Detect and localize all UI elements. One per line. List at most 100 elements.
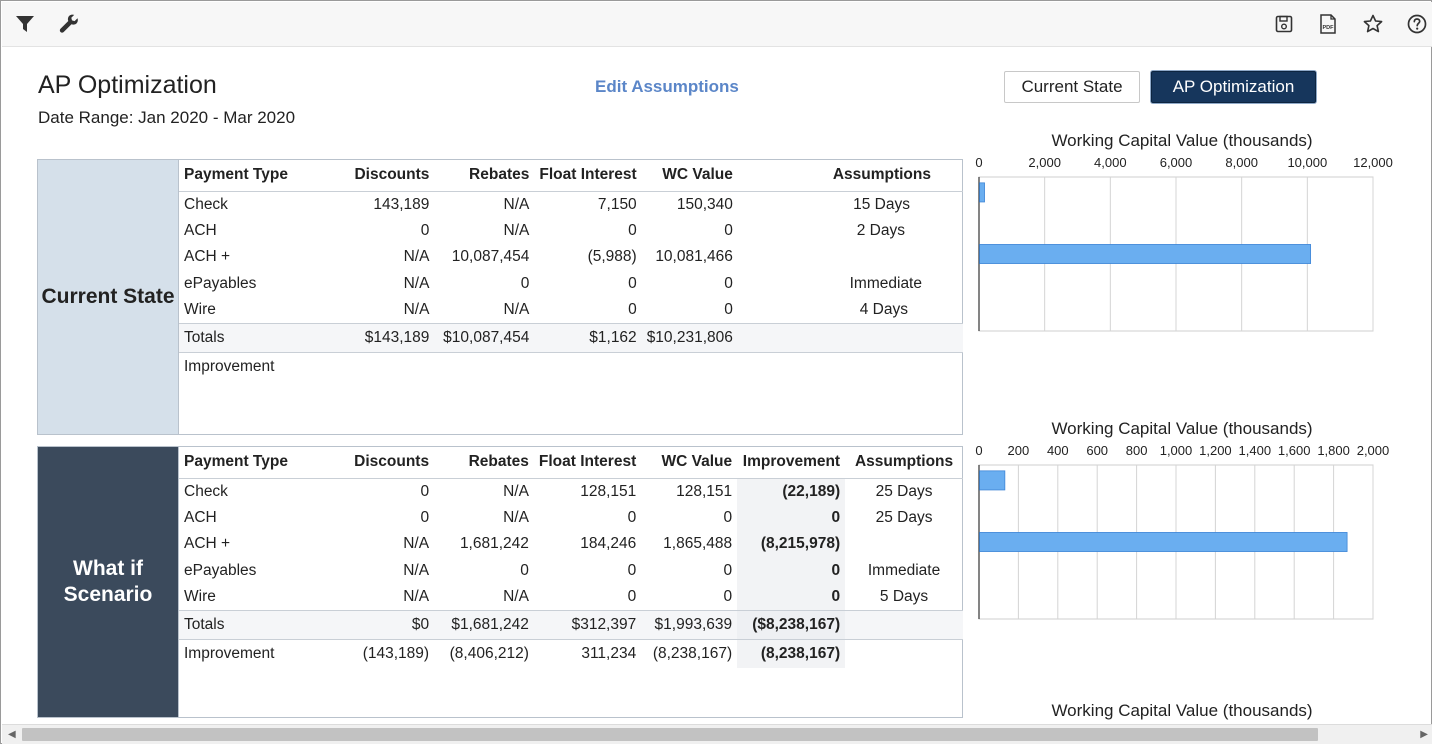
tick-label: 0: [975, 155, 982, 170]
column-header[interactable]: Payment Type: [179, 160, 309, 192]
payment-type-link[interactable]: ACH +: [184, 248, 231, 266]
wc-value-improvement: (8,238,167): [652, 644, 733, 662]
payment-type-link[interactable]: ePayables: [184, 561, 257, 579]
discounts-cell: N/A: [403, 535, 430, 553]
chart-title: Working Capital Value (thousands): [1051, 701, 1313, 720]
float-interest-total: $1,162: [534, 323, 642, 353]
assumptions-cell: 15 Days: [853, 195, 910, 213]
discounts-cell: N/A: [403, 301, 430, 318]
payment-type-link[interactable]: Check: [184, 482, 228, 500]
column-header[interactable]: WC Value: [641, 160, 738, 192]
column-header[interactable]: Float Interest: [534, 160, 642, 192]
column-header[interactable]: Assumptions: [845, 447, 963, 479]
rebates-cell: N/A: [503, 508, 529, 526]
payment-type-link[interactable]: ePayables: [184, 274, 257, 292]
totals-label: Totals: [179, 610, 309, 640]
ap-optimization-button[interactable]: AP Optimization: [1151, 71, 1316, 103]
tick-label: 2,000: [1028, 155, 1061, 170]
discounts-cell: 0: [420, 482, 430, 500]
assumptions-cell: [738, 244, 963, 271]
tick-label: 1,000: [1160, 443, 1193, 458]
scroll-left-icon[interactable]: ◀: [8, 729, 16, 740]
scroll-right-icon[interactable]: ▶: [1420, 729, 1428, 740]
totals-label: Totals: [179, 323, 309, 353]
tick-label: 200: [1008, 443, 1030, 458]
table-row: ACH + N/A 1,681,242 184,246 1,865,488 (8…: [179, 531, 963, 558]
improvement-cell: (8,215,978): [737, 531, 846, 558]
assumptions-cell: [845, 531, 963, 558]
wc-value-cell: 0: [724, 301, 733, 318]
rebates-cell: 10,087,454: [451, 248, 530, 266]
totals-row: Totals $0 $1,681,242 $312,397 $1,993,639…: [179, 610, 963, 640]
help-icon[interactable]: [1406, 13, 1428, 35]
rebates-total: $1,681,242: [434, 610, 534, 640]
improvement-cell: 0: [737, 584, 846, 611]
column-header[interactable]: Discounts: [308, 160, 435, 192]
improvement-improvement: (8,238,167): [737, 639, 846, 668]
rebates-cell: N/A: [503, 588, 529, 605]
wc-value-cell: 0: [723, 561, 733, 579]
table-row: Check 0 N/A 128,151 128,151 (22,189) 25 …: [179, 478, 963, 505]
table-row: Wire N/A N/A 0 0 4 Days: [179, 297, 963, 324]
float-interest-cell: 0: [627, 561, 637, 579]
discounts-cell: 143,189: [373, 195, 430, 213]
float-interest-cell: 0: [628, 221, 637, 239]
column-header[interactable]: Float Interest: [533, 447, 642, 479]
date-range: Date Range: Jan 2020 - Mar 2020: [38, 108, 296, 127]
assumptions-cell: 4 Days: [859, 301, 908, 318]
improvement-cell: 0: [737, 557, 846, 584]
wrench-icon[interactable]: [58, 13, 80, 35]
tick-label: 10,000: [1287, 155, 1327, 170]
assumptions-cell: Immediate: [867, 561, 941, 579]
discounts-improvement: (143,189): [362, 644, 430, 662]
current-state-table: Payment Type Discounts Rebates Float Int…: [179, 160, 963, 381]
toolbar: PDF: [2, 2, 1432, 47]
table-row: Check 143,189 N/A 7,150 150,340 15 Days: [179, 191, 963, 218]
discounts-total: $143,189: [308, 323, 435, 353]
tick-label: 6,000: [1160, 155, 1193, 170]
column-header[interactable]: Improvement: [737, 447, 846, 479]
payment-type-link[interactable]: ACH: [184, 221, 217, 239]
discounts-cell: N/A: [403, 248, 430, 266]
assumptions-cell: 25 Days: [875, 508, 933, 526]
tick-label: 1,600: [1278, 443, 1311, 458]
pdf-icon[interactable]: PDF: [1317, 13, 1339, 35]
discounts-cell: N/A: [403, 274, 430, 292]
wc-value-cell: 0: [723, 508, 733, 526]
payment-type-link[interactable]: Wire: [184, 588, 216, 605]
wc-value-total: $10,231,806: [641, 323, 738, 353]
scrollbar-thumb[interactable]: [22, 728, 1318, 741]
improvement-row: Improvement: [179, 353, 963, 381]
payment-type-link[interactable]: Wire: [184, 301, 216, 318]
rebates-cell: 0: [520, 274, 530, 292]
column-header[interactable]: Rebates: [434, 447, 534, 479]
assumptions-cell: 5 Days: [879, 588, 929, 605]
payment-type-link[interactable]: ACH: [184, 508, 217, 526]
column-header[interactable]: Assumptions: [737, 160, 963, 192]
tick-label: 400: [1047, 443, 1069, 458]
edit-assumptions-link[interactable]: Edit Assumptions: [595, 77, 739, 96]
column-header[interactable]: Payment Type: [179, 447, 309, 479]
totals-row: Totals $143,189 $10,087,454 $1,162 $10,2…: [179, 323, 963, 353]
payment-type-link[interactable]: Check: [184, 195, 228, 213]
wc-value-cell: 128,151: [676, 482, 733, 500]
column-header[interactable]: WC Value: [641, 447, 738, 479]
column-header[interactable]: Rebates: [434, 160, 535, 192]
float-interest-cell: (5,988): [587, 248, 637, 266]
filter-icon[interactable]: [14, 13, 36, 35]
tick-label: 800: [1126, 443, 1148, 458]
improvement-cell: (22,189): [737, 478, 846, 505]
table-row: Wire N/A N/A 0 0 0 5 Days: [179, 584, 963, 611]
current-state-button[interactable]: Current State: [1004, 71, 1140, 103]
what-if-label-text: What if Scenario: [63, 557, 153, 606]
rebates-cell: N/A: [503, 221, 530, 239]
wc-value-cell: 0: [724, 274, 733, 292]
payment-type-link[interactable]: ACH +: [184, 535, 231, 553]
pdf-icon-label: PDF: [1323, 25, 1335, 31]
table-row: ePayables N/A 0 0 0 Immediate: [179, 271, 963, 298]
column-header[interactable]: Discounts: [308, 447, 435, 479]
star-icon[interactable]: [1362, 13, 1384, 35]
save-icon[interactable]: [1273, 13, 1295, 35]
improvement-row: Improvement (143,189) (8,406,212) 311,23…: [179, 639, 963, 668]
horizontal-scrollbar[interactable]: ◀ ▶: [2, 724, 1432, 744]
